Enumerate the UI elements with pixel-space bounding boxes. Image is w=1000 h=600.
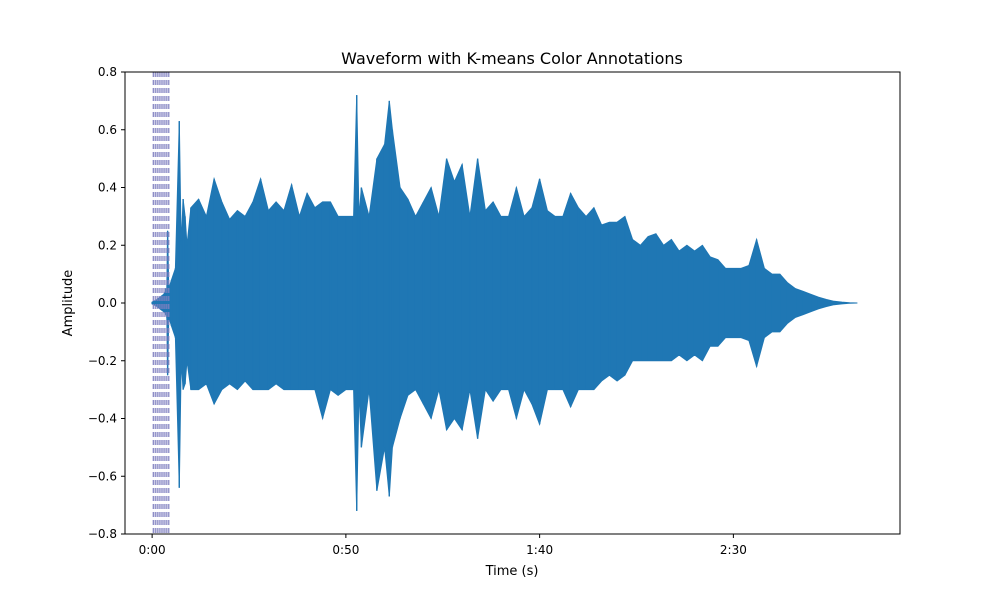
y-tick-label: −0.8 <box>88 527 117 541</box>
y-axis-label: Amplitude <box>61 270 76 337</box>
x-axis: 0:00 0:50 1:40 2:30 <box>139 534 747 557</box>
y-tick-label: −0.4 <box>88 412 117 426</box>
y-tick-label: 0.8 <box>98 65 117 79</box>
chart-title: Waveform with K-means Color Annotations <box>341 49 683 68</box>
y-tick-label: 0.4 <box>98 181 117 195</box>
y-tick-label: −0.2 <box>88 354 117 368</box>
y-tick-label: 0.6 <box>98 123 117 137</box>
x-tick-label: 0:50 <box>332 543 359 557</box>
y-tick-label: −0.6 <box>88 469 117 483</box>
x-tick-label: 0:00 <box>139 543 166 557</box>
y-tick-label: 0.0 <box>98 296 117 310</box>
x-tick-label: 2:30 <box>720 543 747 557</box>
plot-area <box>151 72 858 534</box>
waveform-envelope <box>151 95 858 511</box>
x-axis-label: Time (s) <box>485 564 539 579</box>
y-tick-label: 0.2 <box>98 238 117 252</box>
y-axis: 0.8 0.6 0.4 0.2 0.0 −0.2 −0.4 −0.6 −0.8 <box>88 65 125 541</box>
x-tick-label: 1:40 <box>526 543 553 557</box>
